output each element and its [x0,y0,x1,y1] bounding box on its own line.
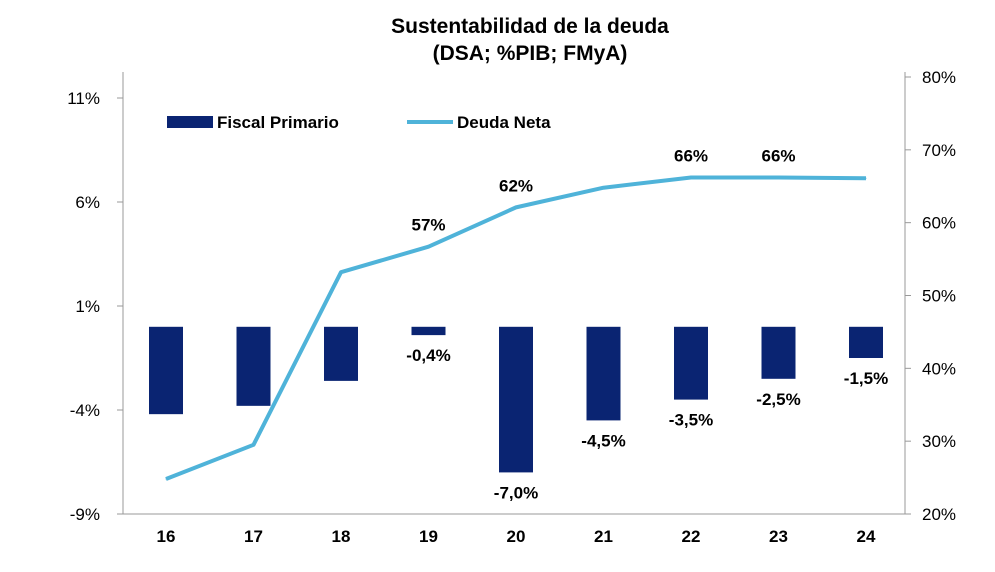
left-tick-label: 1% [75,297,100,316]
left-tick-label: 6% [75,193,100,212]
bar-data-label: -4,5% [581,431,625,450]
category-label: 18 [332,527,351,546]
line-point [165,478,167,480]
legend-label-fiscal: Fiscal Primario [217,113,339,132]
bar [499,326,533,473]
line-data-label: 57% [411,216,445,235]
bar-data-label: -0,4% [406,346,450,365]
line-point [865,177,867,179]
bar-data-label: -7,0% [494,483,538,502]
bar [324,326,358,381]
bar [236,326,271,406]
category-label: 20 [507,527,526,546]
line-point [340,271,342,273]
category-label: 22 [682,527,701,546]
legend-swatch-bar [167,116,213,128]
right-tick-label: 30% [922,432,956,451]
category-label: 19 [419,527,438,546]
right-tick-label: 70% [922,141,956,160]
line-point [778,177,779,179]
bar-data-label: -1,5% [844,369,888,388]
chart-subtitle: (DSA; %PIB; FMyA) [432,42,628,65]
legend-label-deuda: Deuda Neta [457,113,551,132]
category-label: 21 [594,527,613,546]
right-tick-label: 80% [922,68,956,87]
bar-data-label: -3,5% [669,411,713,430]
axes: 11% 6% 1% -4% -9% 80% 70% 60% 50% 40% 30% 20% 16 17 18… [67,68,956,546]
left-tick-label: 11% [67,89,100,108]
line-point [428,246,429,248]
bar [761,326,796,379]
category-label: 17 [244,527,263,546]
bar-data-label: -2,5% [756,390,800,409]
line-series [165,175,867,481]
category-label: 23 [769,527,788,546]
bar [149,326,183,415]
right-tick-label: 60% [922,214,956,233]
category-label: 16 [157,527,176,546]
line-data-label: 66% [674,147,708,166]
line-point [515,206,517,208]
line-point [603,187,604,189]
line-point [690,177,692,179]
bar [411,326,446,336]
line-point [253,444,254,446]
legend: Fiscal Primario Deuda Neta [167,113,551,132]
bars [149,326,883,473]
data-labels: -0,4% -7,0% -4,5% -3,5% -2,5% -1,5% 57% 62% 66% 6… [406,147,888,503]
category-label: 24 [857,527,876,546]
line-data-label: 66% [761,147,795,166]
bar [586,326,621,421]
chart-title: Sustentabilidad de la deuda [391,15,669,38]
bar [849,326,883,358]
line-data-label: 62% [499,176,533,195]
bar [674,326,708,400]
left-tick-label: -4% [70,401,100,420]
right-tick-label: 20% [922,505,956,524]
left-tick-label: -9% [70,505,100,524]
right-tick-label: 50% [922,287,956,306]
right-tick-label: 40% [922,359,956,378]
